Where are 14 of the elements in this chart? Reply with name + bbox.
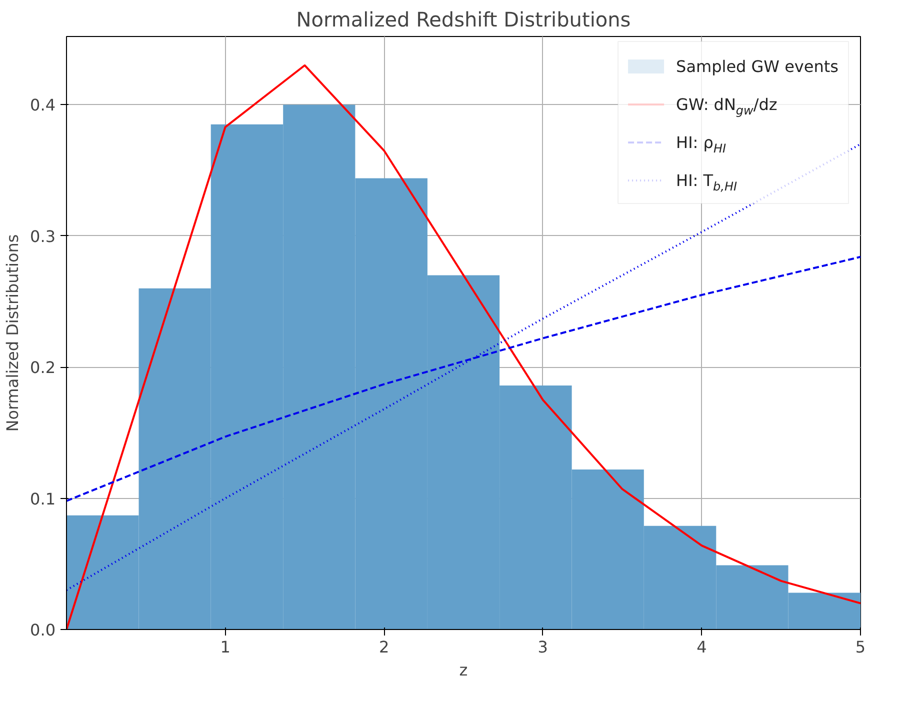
y-tick-label: 0.4 bbox=[30, 96, 56, 115]
x-tick-label: 5 bbox=[855, 638, 866, 656]
x-tick-label: 3 bbox=[538, 638, 548, 656]
y-axis-title: Normalized Distributions bbox=[3, 234, 22, 432]
x-axis-title: z bbox=[459, 660, 468, 680]
y-tick-label: 0.2 bbox=[30, 358, 56, 378]
x-tick-label: 1 bbox=[220, 638, 230, 656]
x-tick-label: 4 bbox=[696, 638, 707, 656]
x-tick-label: 2 bbox=[379, 638, 390, 656]
y-tick-label: 0.3 bbox=[30, 226, 56, 246]
y-tick-label: 0.0 bbox=[30, 620, 56, 640]
y-tick-label: 0.1 bbox=[30, 489, 56, 508]
legend-label: Sampled GW events bbox=[676, 57, 839, 76]
chart-title: Normalized Redshift Distributions bbox=[296, 8, 631, 32]
